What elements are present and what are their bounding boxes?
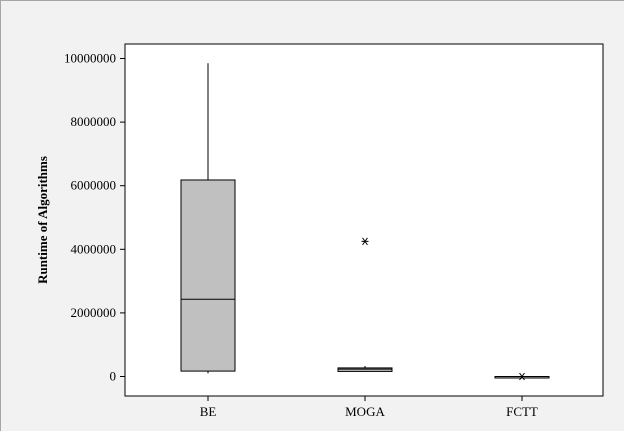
y-tick-label: 8000000: [71, 114, 117, 129]
x-tick-label: MOGA: [345, 404, 385, 419]
y-tick-label: 0: [110, 369, 117, 384]
boxes: [180, 63, 550, 381]
box-be: [180, 63, 236, 374]
y-tick-label: 4000000: [71, 241, 117, 256]
y-tick-label: 6000000: [71, 178, 117, 193]
outlier-marker: [361, 237, 369, 246]
outlier-stroke: [519, 372, 525, 381]
x-tick-label: BE: [200, 404, 217, 419]
x-tick-label: FCTT: [506, 404, 538, 419]
x-axis: BE MOGA FCTT: [200, 396, 538, 419]
y-tick-label: 2000000: [71, 305, 117, 320]
outlier-marker: [518, 372, 526, 381]
outlier-stroke: [362, 237, 368, 246]
box-moga: [337, 237, 393, 372]
y-tick-label: 10000000: [64, 51, 116, 66]
y-axis-title: Runtime of Algorithms: [35, 156, 50, 284]
box-fctt: [494, 372, 550, 381]
y-axis: 0 2000000 4000000 6000000 8000000 10000000: [64, 51, 125, 384]
box-body: [180, 179, 236, 372]
